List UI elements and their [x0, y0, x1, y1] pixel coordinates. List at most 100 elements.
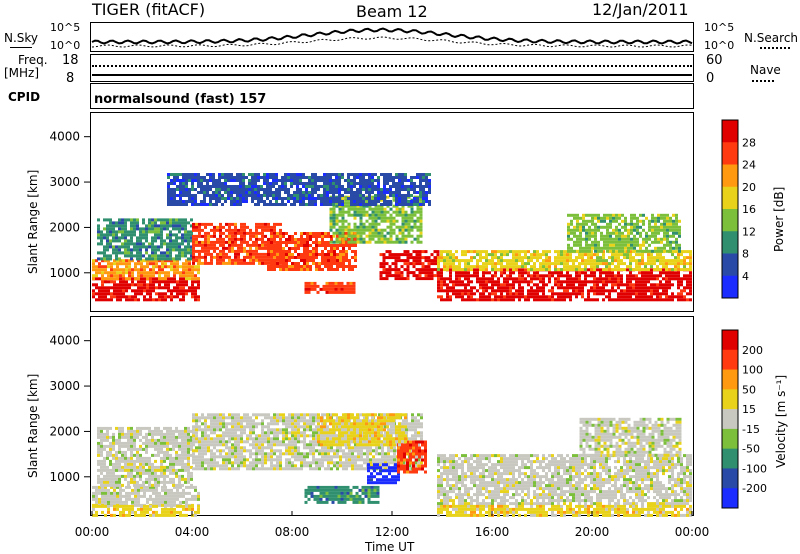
power-cell: [92, 277, 95, 281]
power-cell: [623, 262, 626, 266]
velocity-cell: [173, 497, 176, 501]
power-cell: [683, 295, 686, 299]
power-cell: [184, 239, 187, 243]
velocity-cell: [188, 491, 191, 495]
power-cell: [479, 292, 482, 296]
power-cell: [348, 244, 351, 247]
power-cell: [404, 237, 408, 241]
power-cell: [383, 197, 386, 200]
power-cell: [578, 280, 581, 284]
power-cell: [228, 240, 231, 244]
power-cell: [539, 295, 542, 299]
power-cell: [476, 289, 479, 293]
power-cell: [421, 262, 425, 266]
power-cell: [554, 262, 557, 266]
power-cell: [179, 271, 182, 275]
power-cell: [458, 265, 461, 269]
power-cell: [654, 246, 657, 250]
velocity-cell: [148, 465, 151, 469]
velocity-cell: [106, 483, 109, 487]
power-cell: [473, 271, 476, 275]
power-cell: [377, 179, 380, 182]
power-cell: [641, 259, 644, 263]
power-cell: [633, 240, 636, 244]
power-cell: [161, 268, 164, 272]
power-cell: [107, 265, 110, 269]
power-cell: [359, 191, 362, 194]
power-cell: [380, 198, 384, 202]
power-cell: [485, 286, 488, 290]
power-cell: [582, 219, 585, 223]
power-cell: [584, 259, 587, 263]
velocity-cell: [136, 432, 139, 436]
power-cell: [311, 200, 314, 203]
power-cell: [662, 277, 665, 281]
power-cell: [239, 182, 242, 185]
power-cell: [130, 242, 133, 246]
power-cell: [353, 204, 357, 208]
power-cell: [332, 222, 336, 226]
power-cell: [182, 277, 185, 281]
power-cell: [116, 289, 119, 293]
power-cell: [476, 250, 479, 254]
power-cell: [297, 262, 300, 265]
power-cell: [600, 219, 603, 223]
power-cell: [614, 283, 617, 287]
power-cell: [267, 258, 270, 262]
power-cell: [167, 173, 170, 176]
power-cell: [368, 213, 372, 217]
power-cell: [142, 233, 145, 237]
power-cell: [234, 258, 237, 262]
power-cell: [672, 231, 675, 235]
power-cell: [403, 250, 407, 254]
power-cell: [318, 253, 321, 256]
power-cell: [140, 277, 143, 281]
power-cell: [243, 240, 246, 244]
power-cell: [362, 176, 365, 179]
power-cell: [654, 234, 657, 238]
velocity-cell: [97, 426, 100, 430]
power-cell: [446, 286, 449, 290]
power-cell: [124, 239, 127, 243]
power-cell: [642, 249, 645, 253]
power-cell: [582, 225, 585, 229]
freq-panel: [90, 54, 694, 82]
power-cell: [344, 210, 348, 214]
power-cell: [354, 232, 357, 235]
power-cell: [137, 277, 140, 281]
power-cell: [452, 268, 455, 272]
power-cell: [545, 265, 548, 269]
power-cell: [185, 265, 188, 269]
power-cell: [207, 246, 210, 250]
power-cell: [524, 298, 527, 302]
power-cell: [133, 230, 136, 234]
power-cell: [437, 289, 440, 293]
velocity-cell: [170, 504, 173, 508]
power-cell: [157, 257, 160, 261]
power-cell: [362, 228, 366, 232]
power-cell: [590, 280, 593, 284]
velocity-cell: [148, 444, 151, 448]
power-cell: [629, 268, 632, 272]
power-cell: [401, 207, 405, 211]
power-cell: [388, 250, 392, 254]
velocity-cell: [130, 444, 133, 448]
power-cell: [479, 256, 482, 260]
velocity-cell: [151, 453, 154, 457]
power-cell: [585, 243, 588, 247]
power-cell: [656, 286, 659, 290]
power-cell: [119, 280, 122, 284]
power-cell: [222, 258, 225, 262]
power-cell: [246, 240, 249, 244]
power-cell: [572, 292, 575, 296]
power-cell: [576, 222, 579, 226]
power-cell: [452, 280, 455, 284]
power-cell: [617, 298, 620, 302]
power-cell: [273, 262, 276, 265]
power-cell: [609, 246, 612, 250]
power-cell: [627, 222, 630, 226]
power-cell: [633, 225, 636, 229]
velocity-cell: [173, 513, 176, 517]
power-cell: [576, 225, 579, 229]
power-cell: [548, 298, 551, 302]
